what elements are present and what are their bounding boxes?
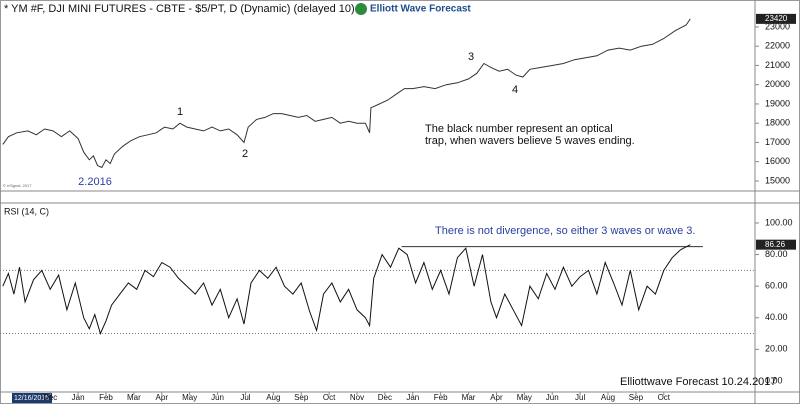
logo: Elliott Wave Forecast	[370, 4, 471, 15]
annotation: 2.2016	[78, 176, 112, 188]
y-tick-label: 60.00	[765, 281, 788, 291]
x-tick-label: Mar	[462, 393, 476, 402]
y-tick-label: 20.00	[765, 344, 788, 354]
y-tick-label: 17000	[765, 137, 790, 147]
x-tick-label: Oct	[323, 393, 336, 402]
price-line	[2, 244, 691, 335]
x-tick-label: Aug	[266, 393, 280, 402]
y-tick-label: 0.00	[765, 375, 783, 385]
y-tick-label: 40.00	[765, 312, 788, 322]
annotation: 3	[468, 51, 474, 63]
y-tick-label: 19000	[765, 98, 790, 108]
y-tick-label: 16000	[765, 156, 790, 166]
x-tick-label: May	[517, 393, 532, 402]
y-tick-label: 20000	[765, 79, 790, 89]
x-tick-label: Apr	[156, 393, 169, 402]
copyright: © eSignal, 2017	[3, 183, 32, 188]
annotation: Elliottwave Forecast 10.24.2017	[620, 376, 777, 388]
last-value-label: 86.26	[765, 240, 786, 249]
y-tick-label: 21000	[765, 60, 790, 70]
x-tick-label: Jan	[406, 393, 419, 402]
y-tick-label: 80.00	[765, 249, 788, 259]
panel-title: RSI (14, C)	[4, 206, 49, 216]
x-tick-label: Feb	[99, 393, 113, 402]
y-tick-label: 100.00	[765, 217, 793, 227]
annotation: trap, when wavers believe 5 waves ending…	[425, 135, 635, 147]
x-tick-label: Jan	[72, 393, 85, 402]
chart-title: * YM #F, DJI MINI FUTURES - CBTE - $5/PT…	[4, 3, 355, 15]
annotation: There is not divergence, so either 3 wav…	[435, 225, 695, 237]
y-tick-label: 15000	[765, 175, 790, 185]
logo-icon	[355, 3, 367, 15]
x-tick-label: Jun	[546, 393, 559, 402]
date-box	[12, 393, 52, 403]
cursor-date: 12/16/2015	[14, 395, 49, 402]
annotation: The black number represent an optical	[425, 123, 613, 135]
x-tick-label: Oct	[658, 393, 671, 402]
price-line	[2, 18, 691, 169]
x-tick-label: May	[182, 393, 197, 402]
x-tick-label: Nov	[350, 393, 364, 402]
x-tick-label: Jun	[211, 393, 224, 402]
annotation: 4	[512, 84, 518, 96]
x-tick-label: Apr	[490, 393, 503, 402]
annotation: 1	[177, 106, 183, 118]
x-tick-label: Feb	[434, 393, 448, 402]
x-tick-label: Sep	[294, 393, 309, 402]
y-tick-label: 23000	[765, 21, 790, 31]
x-tick-label: Aug	[601, 393, 615, 402]
last-value-box	[756, 239, 796, 250]
y-tick-label: 18000	[765, 118, 790, 128]
last-value-label: 23420	[765, 14, 788, 23]
x-tick-label: Jul	[240, 393, 250, 402]
x-tick-label: Dec	[378, 393, 392, 402]
y-tick-label: 22000	[765, 41, 790, 51]
annotation: 2	[242, 148, 248, 160]
x-tick-label: Sep	[629, 393, 644, 402]
x-tick-label: Mar	[127, 393, 141, 402]
last-value-box	[756, 13, 796, 24]
x-tick-label: Dec	[43, 393, 57, 402]
x-tick-label: Jul	[575, 393, 585, 402]
